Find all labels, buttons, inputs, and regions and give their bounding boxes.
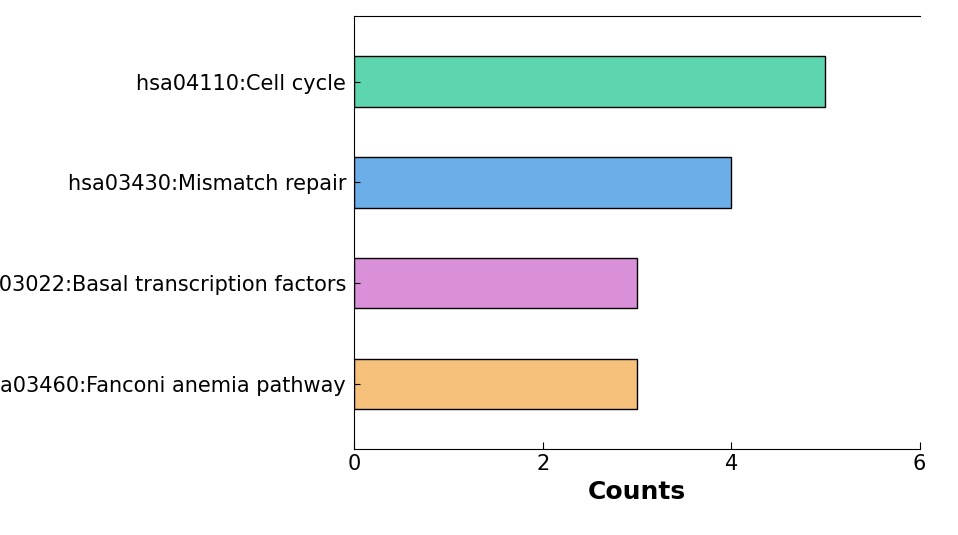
X-axis label: Counts: Counts <box>588 480 686 504</box>
Bar <box>354 258 637 308</box>
Bar <box>354 157 731 208</box>
Bar <box>354 56 826 107</box>
Bar <box>354 358 637 409</box>
